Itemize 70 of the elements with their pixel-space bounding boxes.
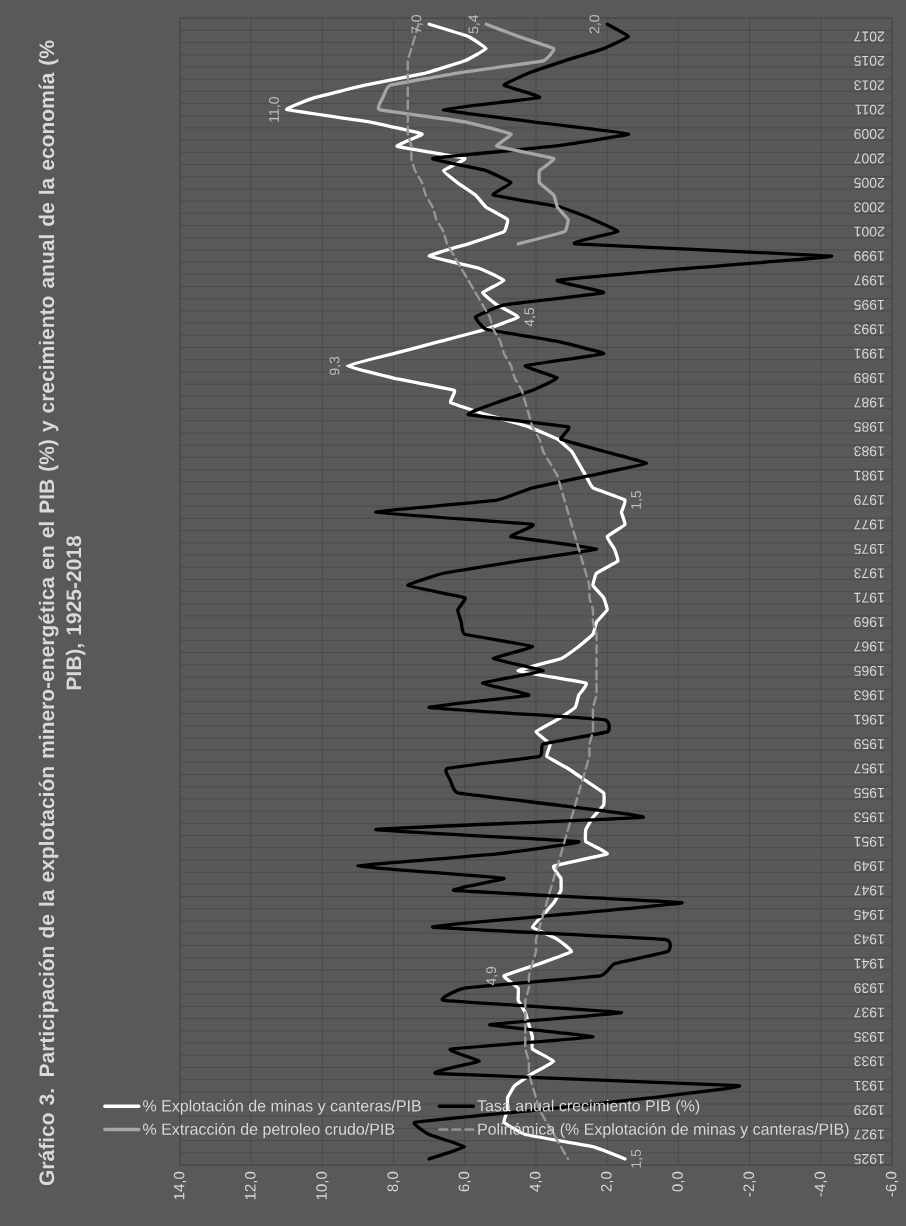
x-tick-label: -2,0: [743, 1171, 756, 1197]
y-tick-label: 1969: [854, 617, 884, 628]
y-tick-label: 1951: [854, 836, 884, 847]
y-tick-label: 1929: [854, 1105, 884, 1116]
y-tick-label: 1927: [854, 1129, 884, 1140]
y-tick-label: 1955: [854, 787, 884, 798]
y-tick-label: 1991: [854, 348, 884, 359]
y-tick-label: 1977: [854, 519, 884, 530]
y-tick-label: 1925: [854, 1153, 884, 1164]
y-tick-label: 1961: [854, 714, 884, 725]
y-tick-label: 1965: [854, 665, 884, 676]
y-tick-label: 2015: [854, 55, 885, 66]
data-label: 4,9: [486, 966, 498, 986]
x-tick-label: 14,0: [173, 1171, 187, 1200]
y-tick-label: 1947: [854, 885, 884, 896]
x-tick-label: -4,0: [814, 1171, 827, 1197]
x-tick-label: 12,0: [244, 1171, 258, 1200]
y-tick-label: 1979: [854, 495, 884, 506]
y-tick-label: 1939: [854, 983, 884, 994]
y-tick-label: 1959: [854, 739, 884, 750]
data-label: 1,5: [631, 490, 643, 509]
data-label: 1,5: [631, 1149, 643, 1168]
legend-label: % Extracción de petroleo crudo/PIB: [143, 1122, 395, 1138]
y-tick-label: 2003: [854, 202, 885, 213]
legend-label: % Explotación de minas y canteras/PIB: [143, 1099, 421, 1115]
x-tick-label: 6,0: [458, 1171, 471, 1192]
y-tick-label: 1973: [854, 568, 884, 579]
y-tick-label: 1963: [854, 690, 884, 701]
x-tick-label: 2,0: [601, 1171, 614, 1192]
y-tick-label: 1993: [854, 324, 884, 335]
data-label: 5,4: [468, 14, 480, 34]
text: Gráfico 3. Participación de la explotación minero-energética en el PIB (%) y crecimiento anual de la economía (% PIB), 1925-2018: [38, 40, 86, 1186]
y-tick-label: 2011: [855, 104, 885, 115]
y-tick-label: 1933: [854, 1056, 884, 1067]
y-tick-label: 1995: [854, 299, 884, 310]
y-tick-label: 1981: [854, 470, 884, 481]
data-label: 9,3: [329, 356, 342, 375]
y-tick-label: 1971: [854, 592, 884, 603]
y-tick-label: 1957: [854, 763, 884, 774]
y-tick-label: 1949: [854, 861, 884, 872]
y-tick-label: 1937: [854, 1007, 884, 1018]
x-tick-label: 8,0: [387, 1171, 400, 1192]
y-tick-label: 1941: [854, 958, 884, 969]
y-tick-label: 1999: [854, 251, 884, 261]
y-tick-label: 2009: [854, 129, 885, 139]
y-tick-label: 2001: [854, 226, 885, 237]
y-tick-label: 2007: [854, 153, 885, 164]
y-tick-label: 1987: [854, 397, 884, 408]
x-tick-label: 4,0: [529, 1171, 543, 1192]
y-tick-label: 1989: [854, 373, 884, 384]
y-tick-label: 1935: [854, 1031, 884, 1042]
y-tick-label: 1997: [854, 275, 884, 286]
data-label: 11,0: [269, 97, 281, 122]
y-tick-label: 1967: [854, 641, 884, 652]
x-tick-label: 10,0: [316, 1171, 329, 1200]
data-label: 7,0: [411, 15, 423, 34]
y-tick-label: 2005: [854, 177, 885, 188]
data-label: 2,0: [589, 15, 601, 34]
y-tick-label: 1983: [854, 446, 884, 457]
data-label: 4,5: [524, 307, 536, 327]
y-tick-label: 1953: [854, 812, 884, 823]
y-tick-label: 1985: [854, 421, 884, 432]
y-tick-label: 1945: [854, 909, 884, 920]
y-tick-label: 2017: [854, 31, 885, 42]
x-tick-label: -6,0: [885, 1171, 899, 1197]
y-tick-label: 1931: [854, 1080, 884, 1091]
y-tick-label: 2013: [854, 80, 885, 91]
x-tick-label: 0,0: [672, 1171, 685, 1192]
y-tick-label: 1943: [854, 934, 884, 945]
y-tick-label: 1975: [854, 543, 884, 554]
